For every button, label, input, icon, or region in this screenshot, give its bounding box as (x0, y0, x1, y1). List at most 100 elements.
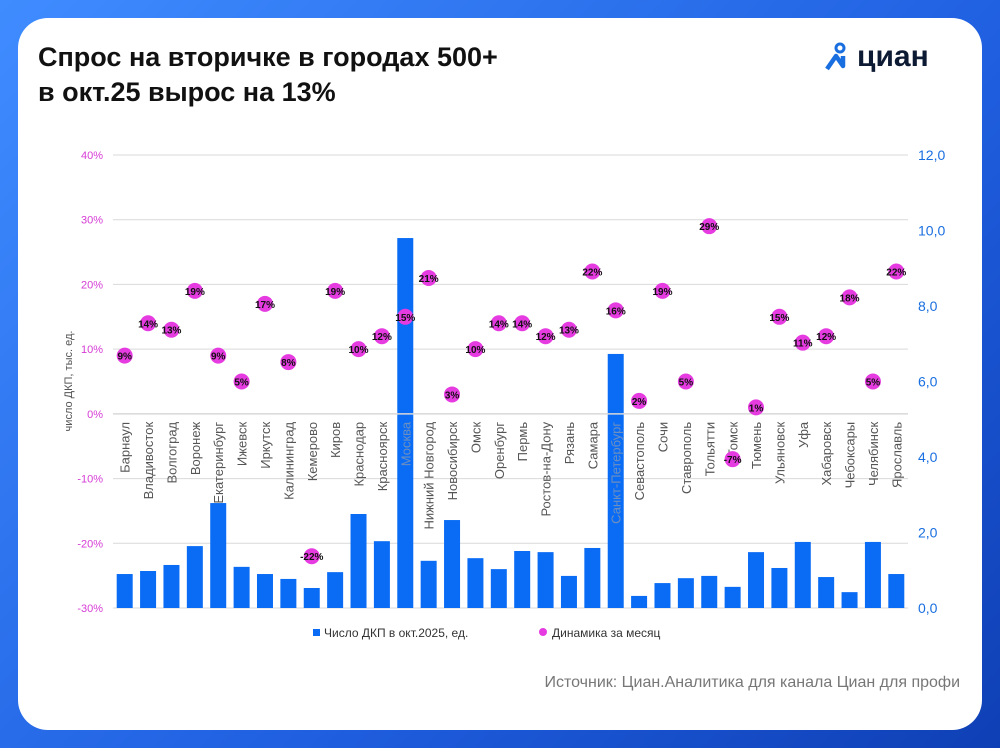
left-axis-label: число ДКП, тыс. ед. (63, 331, 75, 432)
bar-Чебоксары (841, 592, 858, 608)
bar-Киров (327, 572, 344, 608)
category-label: Калининград (281, 421, 296, 499)
bar-Уфа (794, 541, 811, 608)
chart-title: Спрос на вторичке в городах 500+ в окт.2… (38, 40, 498, 110)
data-label: 19% (652, 287, 672, 298)
dot-Тюмень (748, 399, 765, 416)
chart-card (18, 18, 982, 730)
dot-Ярославль (888, 263, 905, 280)
bar-Владивосток (140, 571, 157, 608)
dot-Ставрополь (677, 373, 694, 390)
category-label: Краснодар (352, 422, 367, 487)
category-label: Рязань (562, 422, 577, 465)
category-label: Пермь (515, 422, 530, 462)
data-label: 8% (281, 358, 296, 369)
dot-Сочи (654, 282, 671, 299)
dot-Новосибирск (444, 386, 461, 403)
category-label: Севастополь (632, 422, 647, 501)
bar-Томск (724, 586, 741, 608)
dot-Калининград (280, 354, 297, 371)
category-label: Чебоксары (843, 422, 858, 489)
category-label: Красноярск (375, 422, 390, 492)
bar-Ростов-на-Дону (537, 552, 554, 608)
data-label: 21% (419, 274, 439, 285)
right-tick-label: 4,0 (918, 449, 938, 465)
bar-Пермь (514, 550, 531, 608)
data-label: 5% (679, 378, 694, 389)
dot-Рязань (560, 321, 577, 338)
category-label: Владивосток (141, 422, 156, 500)
data-label: 13% (559, 326, 579, 337)
dot-Владивосток (140, 315, 157, 332)
title-line-1: Спрос на вторичке в городах 500+ (38, 42, 498, 72)
dot-Ростов-на-Дону (537, 328, 554, 345)
data-label: 14% (138, 319, 158, 330)
category-label: Барнаул (118, 422, 133, 473)
bar-Оренбург (490, 569, 507, 608)
dot-Нижний Новгород (420, 269, 437, 286)
right-tick-label: 10,0 (918, 223, 945, 239)
bar-Москва (397, 238, 414, 609)
data-label: 15% (395, 313, 415, 324)
data-label: 22% (886, 267, 906, 278)
category-label: Ставрополь (679, 422, 694, 494)
category-label: Ульяновск (772, 422, 787, 484)
bar-Самара (584, 547, 601, 608)
legend-bar-swatch (313, 629, 320, 636)
title-line-2: в окт.25 вырос на 13% (38, 77, 336, 107)
dot-Волгоград (163, 321, 180, 338)
bar-Красноярск (373, 541, 390, 608)
bar-Нижний Новгород (420, 560, 437, 608)
dot-Пермь (514, 315, 531, 332)
dot-Кемерово (303, 548, 320, 565)
bar-Ярославль (888, 574, 905, 608)
data-label: 10% (349, 345, 369, 356)
category-label: Сочи (655, 422, 670, 452)
dot-Краснодар (350, 341, 367, 358)
category-label: Кемерово (305, 422, 320, 481)
category-label: Уфа (796, 421, 811, 448)
bar-Калининград (280, 578, 297, 608)
dot-Барнаул (116, 347, 133, 364)
bar-Барнаул (116, 574, 133, 608)
dot-Оренбург (490, 315, 507, 332)
category-label: Челябинск (866, 422, 881, 486)
bar-Тюмень (748, 552, 765, 608)
bar-Кемерово (303, 587, 320, 608)
bar-Иркутск (256, 574, 273, 608)
data-label: 5% (234, 378, 249, 389)
data-label: 18% (840, 293, 860, 304)
right-tick-label: 8,0 (918, 298, 938, 314)
data-label: 9% (117, 352, 132, 363)
dot-Иркутск (256, 295, 273, 312)
data-label: 16% (606, 306, 626, 317)
cian-logo: циан (825, 40, 929, 74)
left-tick-label: -10% (77, 474, 103, 486)
bar-Севастополь (631, 595, 648, 608)
data-label: 13% (161, 326, 181, 337)
left-tick-label: -20% (77, 538, 103, 550)
category-label: Нижний Новгород (422, 421, 437, 529)
left-tick-label: 40% (81, 150, 103, 162)
data-label: 19% (325, 287, 345, 298)
data-label: 17% (255, 300, 275, 311)
bar-Челябинск (864, 541, 881, 608)
category-label: Ростов-на-Дону (539, 421, 554, 516)
data-label: 19% (185, 287, 205, 298)
data-label: 1% (749, 403, 764, 414)
data-label: 15% (769, 313, 789, 324)
right-tick-label: 0,0 (918, 600, 938, 616)
dot-Уфа (794, 334, 811, 351)
category-label: Самара (585, 421, 600, 469)
dot-Тольятти (701, 218, 718, 235)
data-label: 12% (816, 332, 836, 343)
category-label: Воронеж (188, 422, 203, 476)
category-label: Хабаровск (819, 422, 834, 486)
dot-Киров (327, 282, 344, 299)
left-tick-label: -30% (77, 603, 103, 615)
data-label: 14% (512, 319, 532, 330)
left-tick-label: 10% (81, 344, 103, 356)
data-label: 3% (445, 390, 460, 401)
dot-Чебоксары (841, 289, 858, 306)
category-label: Ижевск (235, 422, 250, 467)
